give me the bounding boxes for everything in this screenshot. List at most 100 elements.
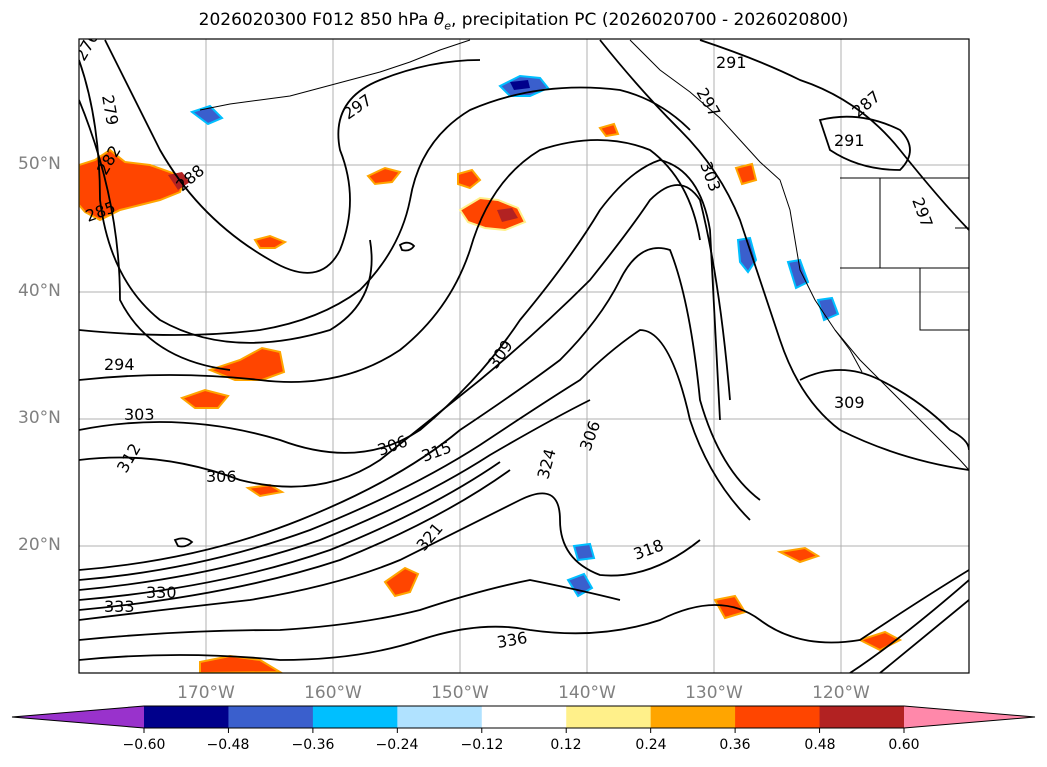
lon-label-170w: 170°W — [177, 683, 235, 703]
precip-negative-patch-south — [566, 572, 594, 598]
colorbar-tick-label: −0.60 — [122, 737, 166, 753]
precip-negative-patch-south-2 — [572, 542, 596, 562]
precip-patch-small-1 — [457, 168, 482, 190]
contour-line — [599, 39, 969, 471]
precip-negative-patch-aleutian — [189, 104, 224, 126]
colorbar-segment — [397, 706, 483, 728]
title-prefix: 2026020300 F012 850 hPa — [198, 10, 434, 30]
chart-title: 2026020300 F012 850 hPa θe, precipitatio… — [0, 10, 1047, 32]
precip-negative-patch-coast-1 — [736, 236, 758, 274]
colorbar-segment — [144, 706, 229, 728]
map-frame — [78, 38, 970, 674]
colorbar-tick-label: 0.60 — [888, 737, 920, 753]
precip-patch-west-3 — [253, 234, 288, 249]
contour-line — [79, 461, 501, 601]
contour-line — [799, 369, 969, 451]
colorbar-ticks — [143, 728, 905, 733]
lon-label-120w: 120°W — [812, 683, 870, 703]
contour-label: 333 — [104, 597, 135, 616]
lon-label-150w: 150°W — [431, 683, 489, 703]
colorbar-extend-high — [904, 706, 1035, 728]
contour-line — [79, 399, 591, 591]
colorbar-segment — [735, 706, 821, 728]
colorbar-segments — [144, 706, 905, 728]
contour-line — [879, 599, 969, 673]
contour-line-closed — [173, 537, 194, 548]
precip-patch-small-2 — [366, 166, 402, 186]
precip-patch-coast-pos — [734, 162, 758, 186]
colorbar-segment — [228, 706, 314, 728]
theta-e-contours — [79, 39, 969, 673]
precip-patch-south-4 — [199, 654, 284, 673]
colorbar-tick-label: −0.48 — [206, 737, 250, 753]
contour-line — [79, 184, 731, 488]
precip-patch-south-1 — [383, 566, 420, 598]
colorbar-extend-low — [12, 706, 144, 728]
precip-patch-gulf — [598, 122, 620, 138]
contour-label: 309 — [834, 393, 865, 412]
contour-line — [79, 139, 701, 383]
precip-patch-mid-core — [497, 208, 518, 222]
lat-label-20n: 20°N — [18, 535, 61, 555]
contour-line — [699, 39, 969, 231]
theta-subscript: e — [444, 19, 451, 33]
contour-line — [104, 39, 481, 274]
colorbar-segment — [481, 706, 567, 728]
precip-patch-south-5 — [857, 630, 903, 652]
contour-line — [849, 579, 969, 673]
precip-patch-central — [245, 483, 285, 498]
colorbar-tick-label: −0.12 — [460, 737, 504, 753]
colorbar-tick-label: 0.24 — [635, 737, 667, 753]
contour-label: 291 — [716, 53, 747, 72]
colorbar-segment — [312, 706, 398, 728]
colorbar-tick-label: 0.36 — [719, 737, 751, 753]
colorbar-tick-label: 0.12 — [550, 737, 582, 753]
coastline-aleutian-alaska — [199, 39, 471, 111]
colorbar-segment — [566, 706, 652, 728]
contour-line — [79, 159, 721, 454]
contour-label: 294 — [104, 355, 135, 374]
lon-label-140w: 140°W — [558, 683, 616, 703]
colorbar-tick-label: 0.48 — [804, 737, 836, 753]
precip-negative-patch-coast-3 — [816, 296, 840, 322]
lon-label-130w: 130°W — [685, 683, 743, 703]
precip-negative-core — [510, 80, 530, 90]
precip-patch-west-1 — [207, 346, 286, 381]
colorbar-segment — [650, 706, 736, 728]
title-suffix: , precipitation PC (2026020700 - 2026020… — [450, 10, 849, 30]
contour-line — [79, 492, 701, 621]
contour-line — [79, 99, 231, 371]
state-borders — [840, 177, 969, 331]
contour-line — [79, 469, 511, 611]
colorbar — [11, 705, 1036, 733]
contour-line — [79, 569, 969, 661]
coastline-north-america — [629, 39, 969, 471]
gridlines — [79, 39, 969, 673]
contour-label: 330 — [146, 583, 177, 602]
precip-patch-south-3 — [776, 546, 821, 564]
colorbar-tick-label: −0.24 — [375, 737, 419, 753]
contour-line — [79, 86, 691, 336]
lat-label-50n: 50°N — [18, 154, 61, 174]
contour-line — [79, 579, 621, 641]
precip-patch-west-2 — [179, 388, 230, 409]
colorbar-tick-label: −0.36 — [291, 737, 335, 753]
precip-negative-patch-coast-2 — [786, 258, 810, 290]
contour-label: 306 — [206, 467, 237, 486]
coastlines — [199, 39, 969, 471]
contour-line-closed — [818, 115, 911, 171]
precip-patch-mid — [458, 196, 527, 232]
contour-label: 303 — [124, 405, 155, 424]
lat-label-30n: 30°N — [18, 408, 61, 428]
contour-line — [79, 247, 761, 571]
theta-symbol: θ — [433, 10, 445, 30]
contour-line-closed — [398, 241, 416, 252]
precip-patch-bering — [79, 148, 187, 222]
contour-label: 291 — [834, 131, 865, 150]
coastline-baja — [834, 329, 863, 373]
lat-label-40n: 40°N — [18, 281, 61, 301]
colorbar-segment — [819, 706, 905, 728]
lon-label-160w: 160°W — [304, 683, 362, 703]
contour-line — [79, 329, 751, 581]
